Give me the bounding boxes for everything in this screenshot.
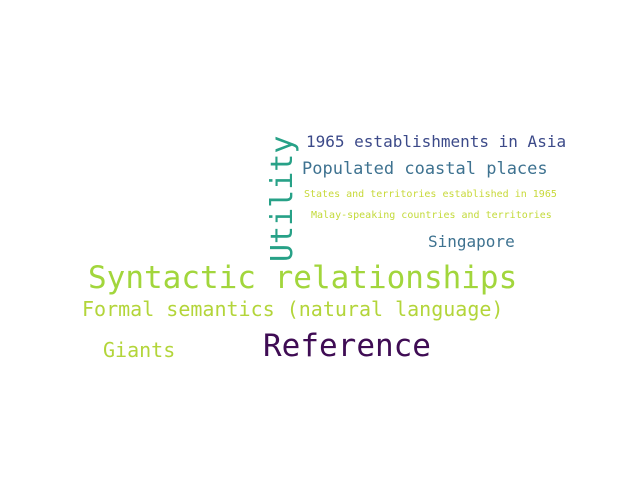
word-malay-speaking-countries-and-territories: Malay-speaking countries and territories xyxy=(311,210,552,221)
word-populated-coastal-places: Populated coastal places xyxy=(302,159,548,179)
word-formal-semantics-natural-language: Formal semantics (natural language) xyxy=(82,297,504,321)
word-singapore: Singapore xyxy=(428,232,515,251)
word-states-and-territories-established-in-1965: States and territories established in 19… xyxy=(304,189,557,200)
word-syntactic-relationships: Syntactic relationships xyxy=(88,260,518,296)
word-1965-establishments-in-asia: 1965 establishments in Asia xyxy=(306,132,567,151)
word-utility: Utility xyxy=(265,135,300,262)
word-reference: Reference xyxy=(263,328,431,364)
word-giants: Giants xyxy=(103,338,176,362)
